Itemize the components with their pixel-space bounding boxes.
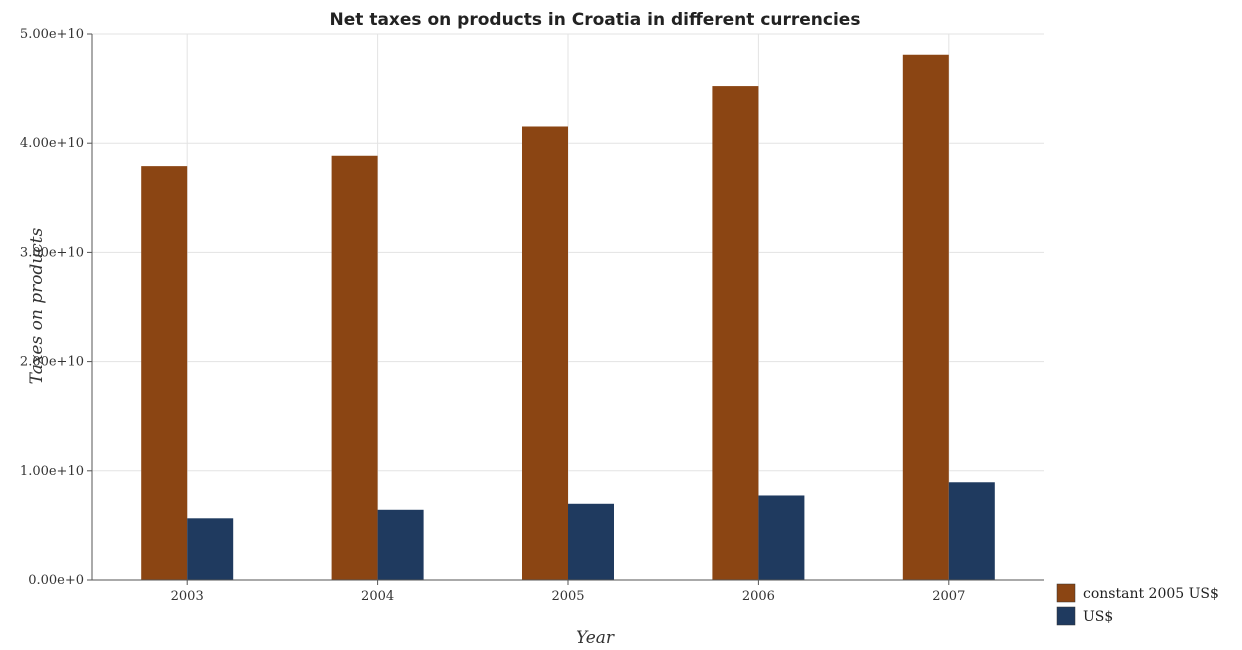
x-tick-label: 2005 [551, 589, 584, 604]
x-tick-label: 2004 [361, 589, 394, 604]
bar-usd-2004 [377, 509, 424, 580]
y-tick-label: 3.00e+10 [20, 245, 84, 260]
bar-constant-2005-usd-2007 [902, 54, 949, 581]
bar-constant-2005-usd-2004 [331, 155, 378, 580]
bar-usd-2005 [568, 503, 614, 580]
legend-swatch [1056, 583, 1076, 603]
x-tick-label: 2007 [932, 589, 965, 604]
legend-label: constant 2005 US$ [1083, 586, 1219, 602]
chart-title: Net taxes on products in Croatia in diff… [330, 10, 861, 30]
bar-constant-2005-usd-2006 [712, 86, 759, 580]
x-tick-label: 2006 [742, 589, 775, 604]
legend-label: US$ [1083, 609, 1113, 625]
legend-swatch [1056, 606, 1076, 626]
axes [87, 33, 1044, 585]
y-tick-label: 0.00e+0 [28, 573, 84, 588]
x-tick-label: 2003 [171, 589, 204, 604]
bar-usd-2003 [187, 518, 234, 580]
y-tick-label: 4.00e+10 [20, 136, 84, 151]
bars [141, 54, 995, 581]
x-axis-label: Year [576, 628, 615, 648]
y-tick-label: 5.00e+10 [20, 27, 84, 42]
bar-usd-2006 [758, 495, 805, 580]
bar-usd-2007 [948, 482, 995, 580]
y-axis-label: Taxes on products [27, 227, 47, 384]
bar-constant-2005-usd-2005 [522, 126, 568, 580]
tick-labels: 0.00e+0 1.00e+10 2.00e+10 3.00e+10 4.00e+10 5… [20, 27, 965, 604]
bar-constant-2005-usd-2003 [141, 166, 188, 580]
y-tick-label: 1.00e+10 [20, 464, 84, 479]
legend: constant 2005 US$ US$ [1056, 583, 1219, 626]
y-tick-label: 2.00e+10 [20, 355, 84, 370]
